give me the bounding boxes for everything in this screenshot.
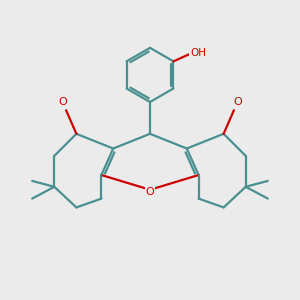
Text: OH: OH [190, 48, 206, 58]
Text: O: O [146, 187, 154, 197]
Text: O: O [233, 97, 242, 107]
Text: O: O [58, 97, 67, 107]
